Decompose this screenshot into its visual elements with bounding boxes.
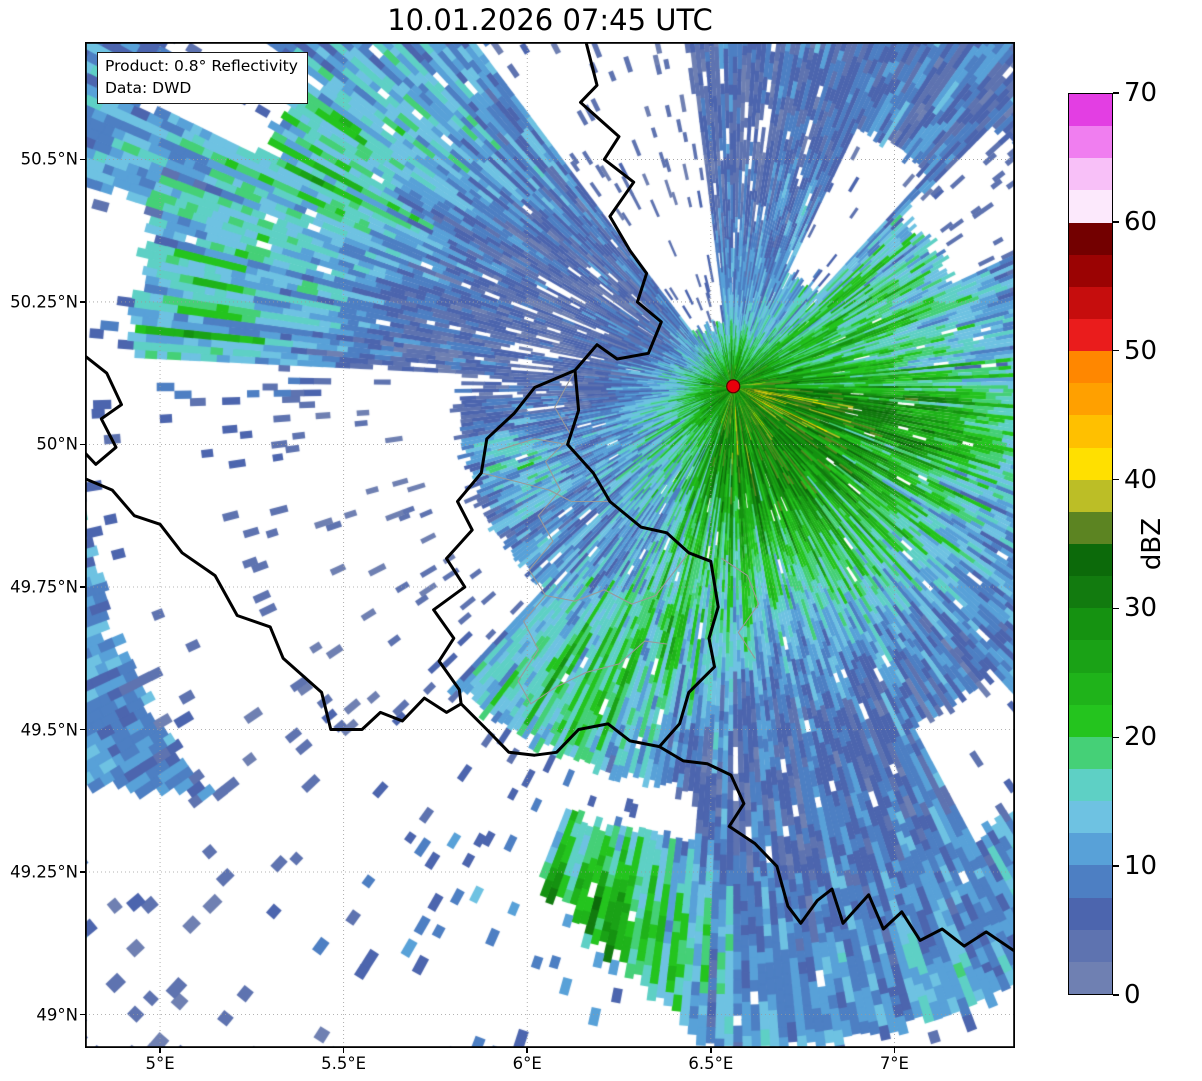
product-line: Product: 0.8° Reflectivity: [105, 57, 298, 75]
colorbar-tick-label: 10: [1124, 851, 1158, 882]
y-tick-mark: [80, 301, 85, 303]
y-tick-label: 50.25°N: [10, 292, 78, 312]
colorbar-tick-label: 50: [1124, 335, 1158, 366]
colorbar-segment: [1069, 222, 1112, 255]
y-tick-label: 49.25°N: [10, 862, 78, 882]
y-tick-mark: [80, 158, 85, 161]
colorbar-segment: [1069, 286, 1112, 320]
colorbar-segment: [1069, 640, 1112, 673]
colorbar-tick-label: 0: [1124, 980, 1141, 1010]
colorbar-tick-mark: [1113, 736, 1119, 739]
x-tick-mark: [710, 1048, 712, 1053]
colorbar-tick-mark: [1113, 221, 1119, 223]
country-border: [85, 477, 463, 731]
colorbar-segment: [1069, 801, 1112, 834]
country-border: [432, 368, 661, 757]
admin-border: [517, 369, 576, 705]
x-tick-mark: [526, 1048, 528, 1053]
colorbar-segment: [1069, 479, 1112, 512]
colorbar-segment: [1069, 736, 1112, 770]
product-info-box: Product: 0.8° Reflectivity Data: DWD: [97, 52, 308, 105]
x-tick-label: 5.5°E: [321, 1054, 367, 1073]
x-tick-label: 6.5°E: [688, 1054, 734, 1073]
colorbar-tick-mark: [1113, 865, 1119, 867]
colorbar-segment: [1069, 351, 1112, 384]
colorbar-segment: [1069, 897, 1112, 930]
colorbar-tick-label: 40: [1124, 464, 1158, 495]
y-tick-label: 49°N: [36, 1005, 78, 1025]
colorbar-segment: [1069, 865, 1112, 898]
admin-border: [545, 552, 690, 605]
colorbar-tick-mark: [1113, 349, 1119, 352]
colorbar-segment: [1069, 929, 1112, 962]
colorbar-segment: [1069, 961, 1112, 994]
admin-border: [480, 472, 611, 503]
colorbar-tick-mark: [1113, 994, 1119, 996]
y-tick-label: 49.5°N: [20, 720, 78, 739]
x-tick-mark: [159, 1048, 161, 1053]
colorbar-tick-mark: [1113, 478, 1119, 481]
y-tick-mark: [80, 728, 85, 731]
colorbar-segment: [1069, 383, 1112, 416]
colorbar-tick-mark: [1113, 92, 1119, 94]
y-tick-label: 50°N: [36, 434, 78, 454]
colorbar-segment: [1069, 704, 1112, 737]
figure-title: 10.01.2026 07:45 UTC: [387, 3, 713, 37]
data-source-line: Data: DWD: [105, 78, 192, 97]
y-tick-mark: [80, 1013, 85, 1016]
colorbar-segment: [1069, 415, 1112, 448]
colorbar-segment: [1069, 608, 1112, 641]
x-tick-mark: [893, 1048, 896, 1053]
colorbar-tick-label: 70: [1124, 78, 1158, 108]
y-tick-mark: [80, 586, 85, 588]
colorbar-tick-label: 60: [1124, 206, 1158, 237]
colorbar-label: dBZ: [1137, 517, 1167, 571]
y-tick-label: 49.75°N: [10, 577, 78, 597]
colorbar: [1068, 93, 1113, 995]
colorbar-tick-mark: [1113, 607, 1119, 610]
colorbar-segment: [1069, 319, 1112, 352]
y-tick-label: 50.5°N: [20, 149, 78, 169]
colorbar-segment: [1069, 447, 1112, 480]
colorbar-segment: [1069, 672, 1112, 705]
colorbar-segment: [1069, 94, 1112, 127]
colorbar-segment: [1069, 511, 1112, 545]
colorbar-tick-label: 30: [1124, 593, 1158, 624]
x-tick-mark: [342, 1048, 345, 1053]
admin-border: [530, 640, 668, 705]
admin-border: [497, 438, 569, 451]
colorbar-segment: [1069, 158, 1112, 191]
admin-border: [721, 557, 760, 659]
x-tick-label: 7°E: [879, 1054, 909, 1073]
radar-site-marker: [726, 379, 741, 394]
colorbar-segment: [1069, 254, 1112, 287]
colorbar-segment: [1069, 576, 1112, 609]
x-tick-label: 5°E: [145, 1054, 175, 1073]
country-border: [566, 42, 1015, 954]
country-border: [85, 354, 123, 466]
plot-frame: [85, 42, 1015, 1048]
colorbar-segment: [1069, 126, 1112, 159]
colorbar-segment: [1069, 190, 1112, 223]
y-tick-mark: [80, 871, 85, 873]
colorbar-segment: [1069, 544, 1112, 577]
colorbar-segment: [1069, 769, 1112, 802]
colorbar-tick-label: 20: [1124, 722, 1158, 753]
y-tick-mark: [80, 443, 85, 446]
colorbar-segment: [1069, 833, 1112, 866]
x-tick-label: 6°E: [512, 1054, 542, 1073]
map-overlay: [85, 42, 1015, 1048]
